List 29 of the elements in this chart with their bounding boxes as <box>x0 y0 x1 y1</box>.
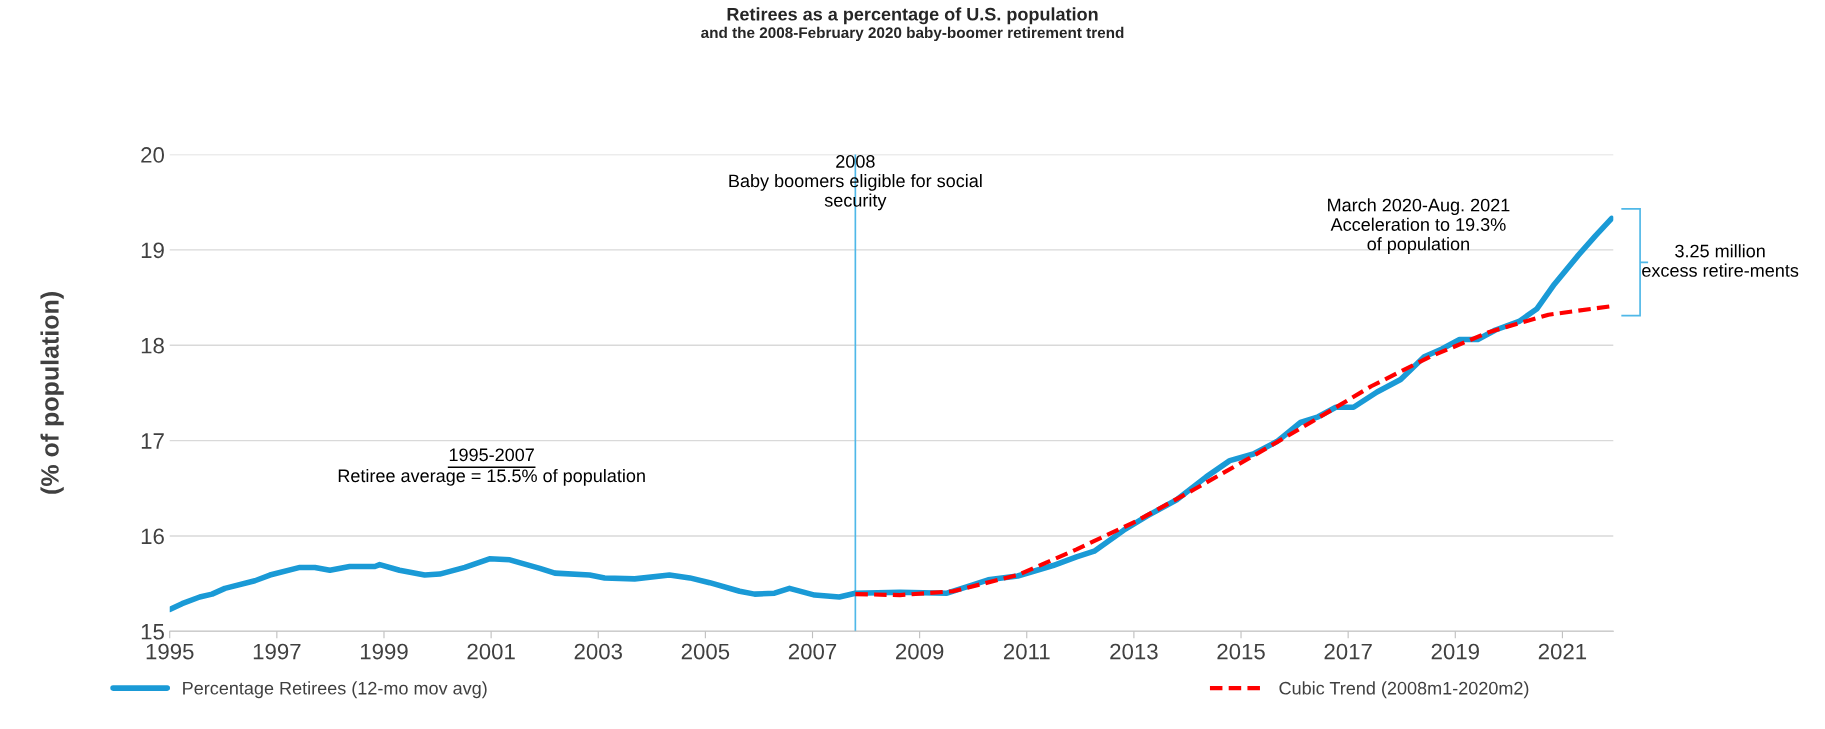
legend-label: Percentage Retirees (12-mo mov avg) <box>183 681 487 699</box>
y-tick-label: 18 <box>141 337 164 354</box>
annotation: Retiree average = 15.5% of population <box>338 468 645 486</box>
x-tick-label: 1995 <box>146 643 194 660</box>
x-tick-label: 2001 <box>467 643 515 660</box>
x-tick-label: 2005 <box>681 643 730 660</box>
y-tick-label: 17 <box>141 433 164 449</box>
chart-title: Retirees as a percentage of U.S. population <box>727 7 1098 25</box>
y-tick-label: 16 <box>141 528 164 545</box>
x-tick-label: 2013 <box>1110 643 1158 660</box>
annotation: March 2020-Aug. 2021 Acceleration to 19.3% of population <box>1328 198 1510 254</box>
x-tick-label: 2007 <box>788 643 837 660</box>
legend-label: Cubic Trend (2008m1-2020m2) <box>1279 681 1529 699</box>
x-tick-label: 2021 <box>1538 643 1587 660</box>
x-tick-label: 2019 <box>1431 643 1479 660</box>
y-tick-label: 20 <box>141 147 164 163</box>
x-tick-label: 2003 <box>574 643 622 660</box>
x-tick-label: 2017 <box>1324 643 1372 660</box>
x-tick-label: 2015 <box>1217 643 1265 660</box>
chart-subtitle: and the 2008-February 2020 baby-boomer retirement trend <box>701 26 1124 42</box>
annotation: 1995-2007 <box>449 448 534 462</box>
x-tick-label: 2011 <box>1003 643 1050 660</box>
y-tick-label: 15 <box>141 624 164 640</box>
y-axis-title: (% of population) <box>40 292 64 494</box>
x-tick-label: 1999 <box>360 643 408 660</box>
x-tick-label: 2009 <box>896 643 944 660</box>
text: 3.25 million excess retire-ments <box>1642 244 1799 277</box>
x-tick-label: 1997 <box>253 643 301 660</box>
y-tick-label: 19 <box>141 242 164 259</box>
